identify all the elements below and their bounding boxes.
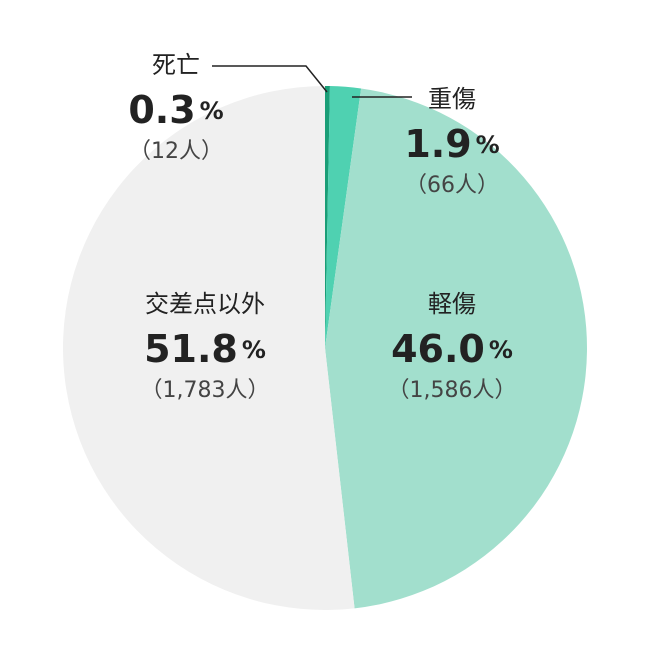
slice-value: 46.0% [391, 327, 513, 371]
slice-name: 交差点以外 [145, 290, 265, 318]
slice-value: 0.3% [128, 88, 223, 132]
slice-value: 1.9% [404, 122, 499, 166]
pie [63, 85, 587, 610]
value-label: 46.0 [391, 327, 485, 371]
value-label: 1.9 [404, 122, 471, 166]
count-label: （66人） [405, 173, 499, 198]
leader-line [212, 65, 328, 93]
unit-label: % [489, 336, 513, 364]
pie-slice [325, 86, 330, 348]
count-label: （12人） [129, 139, 223, 164]
unit-label: % [242, 336, 266, 364]
slice-name: 軽傷 [428, 290, 476, 318]
unit-label: % [476, 131, 500, 159]
pie-slice [325, 88, 587, 609]
slice-name: 重傷 [428, 85, 476, 113]
count-label: （1,586人） [388, 378, 517, 403]
pie-slice [325, 86, 362, 349]
slice-name: 死亡 [152, 51, 200, 79]
value-label: 51.8 [144, 327, 238, 371]
pie-slice [63, 85, 355, 610]
value-label: 0.3 [128, 88, 195, 132]
unit-label: % [200, 97, 224, 125]
slice-value: 51.8% [144, 327, 266, 371]
count-label: （1,783人） [141, 378, 270, 403]
